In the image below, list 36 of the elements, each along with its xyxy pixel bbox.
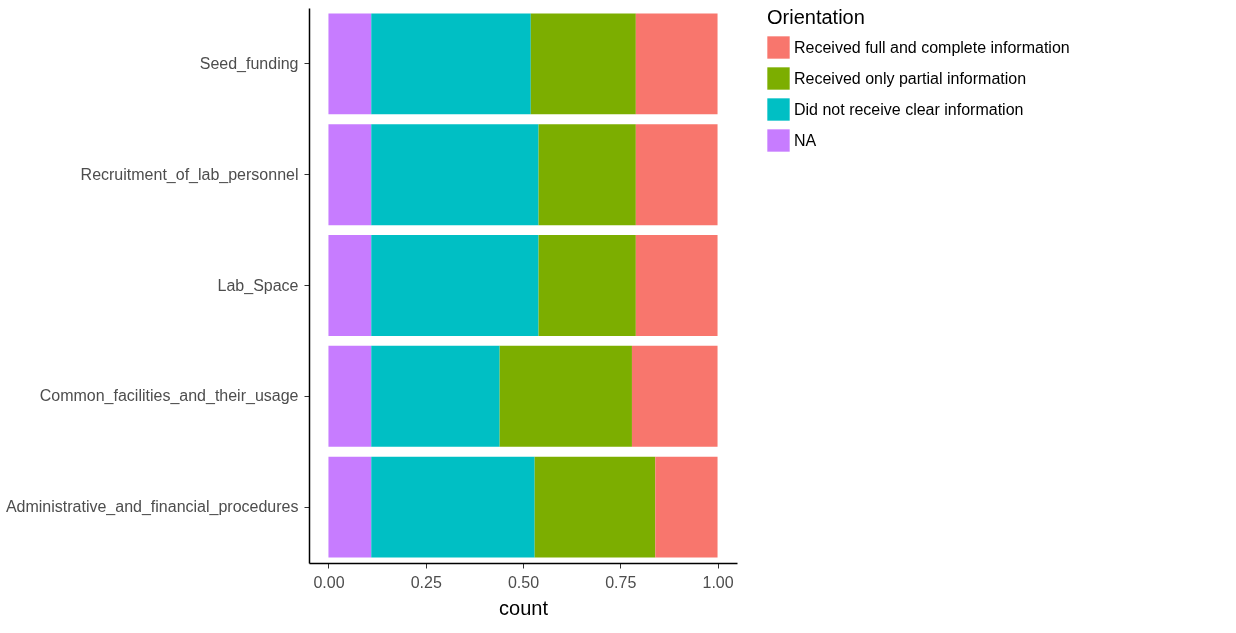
bar: [371, 124, 539, 226]
y-tick-label: Common_facilities_and_their_usage: [39, 387, 299, 406]
bar: [328, 124, 372, 226]
y-tick-label: Seed_funding: [199, 54, 299, 73]
bar: [371, 345, 500, 447]
bar: [635, 235, 718, 336]
bar: [371, 13, 531, 115]
bar: [534, 456, 656, 558]
legend-label: Received full and complete information: [794, 38, 1070, 56]
bar: [538, 235, 636, 336]
y-tick-label: Recruitment_of_lab_personnel: [80, 165, 299, 184]
y-tick-label: Lab_Space: [217, 276, 299, 295]
x-tick-label: 1.00: [702, 573, 734, 591]
legend-label: Did not receive clear information: [794, 100, 1024, 118]
x-axis-title: count: [499, 596, 549, 619]
bar: [631, 345, 718, 447]
bar: [635, 124, 718, 226]
x-tick-label: 0.00: [313, 573, 345, 591]
legend-title: Orientation: [767, 6, 865, 28]
x-tick-label: 0.50: [507, 573, 540, 591]
bar: [499, 345, 632, 447]
bar: [655, 456, 718, 558]
bar: [371, 235, 539, 336]
bar: [530, 13, 636, 115]
x-tick-label: 0.75: [605, 573, 637, 591]
x-tick-label: 0.25: [410, 573, 442, 591]
bar: [328, 13, 372, 115]
legend-label: Received only partial information: [794, 69, 1027, 87]
bar: [538, 124, 636, 226]
bar: [371, 456, 535, 558]
y-tick-label: Administrative_and_financial_procedures: [5, 498, 299, 517]
bar: [328, 456, 372, 558]
bar: [328, 345, 372, 447]
legend-label: NA: [794, 131, 817, 149]
bar: [635, 13, 718, 115]
bar: [328, 235, 372, 336]
